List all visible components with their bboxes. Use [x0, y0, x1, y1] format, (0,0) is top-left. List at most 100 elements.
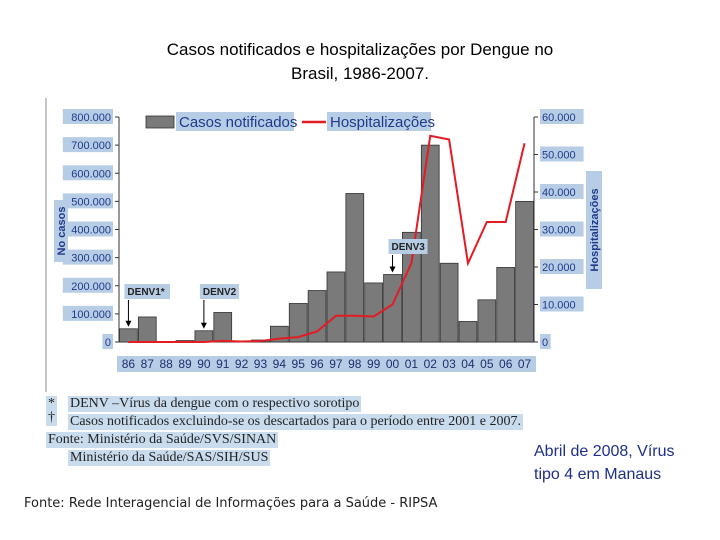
y2-axis-title-bg	[586, 171, 602, 289]
bar-91	[213, 312, 233, 343]
slide-note-line1: Abril de 2008, Vírus	[534, 443, 675, 460]
x-tick-label-96: 96	[310, 357, 324, 371]
annotation-arrowhead	[125, 320, 132, 327]
chart-note-denv: DENV –Vírus da dengue com o respectivo s…	[68, 396, 362, 412]
left-tick-label-bg	[62, 249, 113, 265]
chart-note-source-sih: Ministério da Saúde/SAS/SIH/SUS	[68, 450, 271, 466]
y-axis-title-bg	[54, 200, 68, 262]
bar-03	[439, 262, 459, 343]
right-tick-label: 0	[542, 337, 548, 349]
right-tick-label: 20.000	[542, 262, 576, 274]
slide-source: Fonte: Rede Interagencial de Informações…	[24, 496, 438, 511]
x-tick-label-94: 94	[273, 357, 287, 371]
slide-title: Casos notificados e hospitalizações por …	[110, 38, 610, 86]
right-tick-label-bg	[540, 109, 584, 124]
x-tick-label-88: 88	[159, 357, 173, 371]
left-tick-label: 300.000	[71, 253, 111, 265]
left-tick-label: 0	[105, 337, 111, 349]
left-tick-label-bg	[62, 165, 113, 181]
left-tick-label-bg	[62, 137, 113, 153]
legend-line-label-bg	[327, 112, 431, 131]
right-tick-label: 60.000	[542, 112, 576, 124]
left-tick-label-bg	[62, 221, 113, 237]
x-tick-label-86: 86	[122, 357, 136, 371]
annotation-arrowhead	[389, 266, 396, 273]
x-tick-label-93: 93	[254, 357, 268, 371]
bar-86	[119, 328, 138, 343]
x-axis-labels-bg	[117, 356, 536, 372]
bar-05	[477, 299, 497, 343]
x-tick-label-07: 07	[518, 357, 532, 371]
bar-06	[496, 267, 516, 343]
annotation-arrowhead	[200, 322, 207, 329]
bar-01	[402, 231, 421, 343]
right-tick-label-bg	[540, 146, 584, 162]
slide-note: Abril de 2008, Vírus tipo 4 em Manaus	[534, 440, 714, 486]
left-tick-label: 700.000	[71, 140, 111, 152]
left-tick-label: 500.000	[71, 196, 111, 208]
left-tick-label-bg	[102, 334, 113, 349]
y2-axis-title: Hospitalizações	[589, 188, 601, 271]
bar-98	[345, 193, 365, 343]
bar-90	[194, 330, 214, 343]
x-tick-label-04: 04	[461, 357, 475, 371]
annotation-bg	[124, 284, 171, 299]
x-tick-label-05: 05	[480, 357, 494, 371]
x-tick-label-92: 92	[235, 357, 249, 371]
right-tick-label-bg	[540, 259, 584, 274]
bar-87	[137, 316, 157, 343]
right-tick-label: 10.000	[542, 300, 576, 312]
bar-97	[326, 271, 346, 343]
right-tick-label-bg	[540, 296, 584, 312]
bar-95	[288, 303, 308, 343]
left-tick-label-bg	[62, 109, 113, 124]
annotation-bg	[199, 284, 239, 299]
bar-99	[364, 282, 383, 343]
legend-bar-swatch	[145, 115, 175, 129]
line-hospitalizacoes	[128, 134, 526, 343]
right-tick-label-bg	[540, 184, 584, 199]
x-tick-label-87: 87	[141, 357, 155, 371]
bar-04	[458, 321, 478, 343]
chart-note-mark-asterisk: *	[46, 396, 57, 412]
y-axis-title: No casos	[56, 207, 68, 256]
bar-96	[307, 290, 327, 343]
x-tick-label-98: 98	[348, 357, 362, 371]
x-tick-label-02: 02	[424, 357, 438, 371]
x-tick-label-95: 95	[292, 357, 306, 371]
legend-bar-label: Casos notificados	[179, 114, 297, 131]
x-tick-label-00: 00	[386, 357, 400, 371]
dengue-chart: 0 100.000 200.000 300.000 400.000 500.000 600.…	[44, 96, 610, 466]
x-tick-label-89: 89	[178, 357, 192, 371]
bar-07	[515, 200, 534, 343]
right-tick-label: 40.000	[542, 187, 576, 199]
chart-svg: 0 100.000 200.000 300.000 400.000 500.000 600.…	[45, 98, 602, 392]
x-tick-label-99: 99	[367, 357, 381, 371]
annotation-bg	[388, 239, 428, 254]
left-tick-label-bg	[62, 193, 113, 209]
chart-note-mark-dagger: †	[46, 410, 57, 426]
right-tick-label-bg	[540, 334, 551, 349]
left-tick-label: 600.000	[71, 168, 111, 180]
x-tick-label-06: 06	[499, 357, 513, 371]
slide-note-line2: tipo 4 em Manaus	[534, 466, 662, 483]
left-tick-label: 200.000	[71, 281, 111, 293]
x-tick-label-90: 90	[197, 357, 211, 371]
legend-line-label: Hospitalizações	[330, 114, 435, 131]
x-tick-label-97: 97	[329, 357, 343, 371]
right-tick-label: 30.000	[542, 225, 576, 237]
left-tick-label-bg	[62, 305, 113, 321]
legend-bar-label-bg	[176, 112, 294, 131]
bar-00	[383, 274, 402, 343]
slide-title-line1: Casos notificados e hospitalizações por …	[166, 40, 554, 59]
left-tick-label: 100.000	[71, 309, 111, 321]
slide-title-line2: Brasil, 1986-2007.	[291, 64, 429, 83]
annotation-DENV3: DENV3	[392, 242, 426, 253]
left-tick-label: 800.000	[71, 112, 111, 124]
chart-note-cases: Casos notificados excluindo-se os descar…	[68, 414, 523, 430]
right-tick-label-bg	[540, 221, 584, 237]
chart-note-source-sinan: Fonte: Ministério da Saúde/SVS/SINAN	[46, 432, 279, 448]
annotation-DENV2: DENV2	[203, 287, 237, 298]
right-tick-label: 50.000	[542, 150, 576, 162]
x-tick-label-01: 01	[405, 357, 419, 371]
